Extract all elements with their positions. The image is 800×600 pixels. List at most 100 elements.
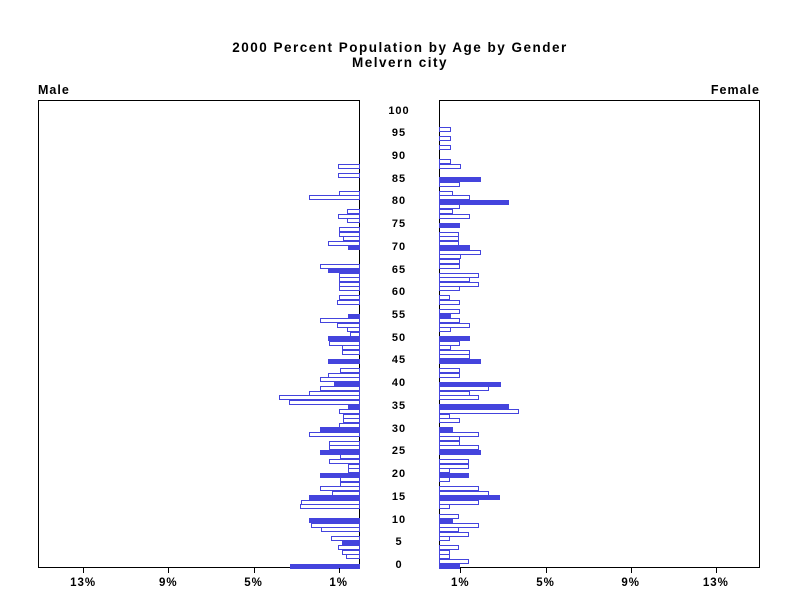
bar-male-age-70 bbox=[348, 245, 360, 251]
x-tick-female-5 bbox=[545, 568, 547, 573]
x-tick-label-male-13: 13% bbox=[70, 577, 97, 589]
bar-male-age-66 bbox=[319, 263, 360, 269]
bar-male-age-19 bbox=[339, 477, 360, 483]
age-tick-label-30: 30 bbox=[391, 422, 407, 435]
age-tick-label-65: 65 bbox=[391, 263, 407, 276]
x-tick-female-13 bbox=[715, 568, 717, 573]
bar-female-age-19 bbox=[439, 477, 450, 483]
bar-female-age-56 bbox=[439, 308, 461, 314]
bar-female-age-25 bbox=[439, 449, 481, 455]
bar-male-age-82 bbox=[338, 190, 360, 196]
bar-male-age-29 bbox=[308, 431, 360, 437]
bar-male-age-51 bbox=[350, 331, 360, 337]
bar-female-age-73 bbox=[439, 231, 460, 237]
bar-male-age-62 bbox=[338, 281, 360, 287]
bar-female-age-50 bbox=[439, 336, 470, 342]
x-tick-male-13 bbox=[83, 568, 85, 573]
x-tick-label-male-1: 1% bbox=[329, 577, 348, 589]
male-panel-label: Male bbox=[38, 83, 70, 97]
bar-male-age-54 bbox=[319, 318, 360, 324]
bar-male-age-17 bbox=[319, 486, 360, 492]
bar-male-age-65 bbox=[328, 268, 360, 274]
age-tick-label-45: 45 bbox=[391, 354, 407, 367]
bar-male-age-78 bbox=[347, 208, 360, 214]
bar-female-age-89 bbox=[439, 158, 451, 164]
bar-male-age-16 bbox=[332, 490, 360, 496]
bar-female-age-26 bbox=[439, 445, 480, 451]
bar-female-age-79 bbox=[439, 204, 461, 210]
x-tick-female-1 bbox=[460, 568, 462, 573]
bar-female-age-23 bbox=[439, 458, 469, 464]
bar-male-age-43 bbox=[339, 368, 360, 374]
bar-female-age-80 bbox=[439, 199, 510, 205]
bar-female-age-85 bbox=[439, 177, 481, 183]
bar-female-age-9 bbox=[439, 522, 480, 528]
bar-male-age-34 bbox=[338, 408, 360, 414]
bar-female-age-40 bbox=[439, 381, 501, 387]
bar-male-age-32 bbox=[342, 418, 360, 424]
bar-female-age-46 bbox=[439, 354, 470, 360]
bar-male-age-49 bbox=[329, 340, 360, 346]
x-tick-label-male-9: 9% bbox=[158, 577, 178, 589]
bar-female-age-34 bbox=[439, 408, 519, 414]
bar-male-age-39 bbox=[319, 386, 360, 392]
bar-male-age-63 bbox=[338, 277, 360, 283]
bar-female-age-35 bbox=[439, 404, 510, 410]
bar-male-age-47 bbox=[341, 349, 360, 355]
bar-female-age-52 bbox=[439, 327, 451, 333]
x-tick-male-5 bbox=[253, 568, 255, 573]
bar-male-age-45 bbox=[328, 358, 360, 364]
x-tick-label-female-13: 13% bbox=[702, 577, 729, 589]
bar-male-age-55 bbox=[348, 313, 360, 319]
age-tick-label-10: 10 bbox=[391, 513, 407, 526]
age-tick-label-60: 60 bbox=[391, 286, 407, 299]
female-panel-label: Female bbox=[710, 83, 760, 97]
bar-female-age-78 bbox=[439, 208, 453, 214]
bar-female-age-2 bbox=[439, 554, 450, 560]
bar-female-age-42 bbox=[439, 372, 461, 378]
age-tick-label-90: 90 bbox=[391, 149, 407, 162]
bar-male-age-23 bbox=[329, 458, 360, 464]
bar-female-age-38 bbox=[439, 390, 470, 396]
x-tick-label-female-1: 1% bbox=[450, 577, 470, 589]
bar-male-age-88 bbox=[337, 163, 360, 169]
bar-male-age-41 bbox=[319, 377, 360, 383]
bar-male-age-33 bbox=[342, 413, 360, 419]
bar-male-age-0 bbox=[289, 563, 360, 569]
bar-male-age-31 bbox=[338, 422, 360, 428]
age-tick-label-35: 35 bbox=[391, 399, 407, 412]
age-tick-label-95: 95 bbox=[391, 127, 407, 140]
bar-female-age-4 bbox=[439, 545, 460, 551]
bar-female-age-58 bbox=[439, 299, 461, 305]
bar-female-age-0 bbox=[439, 563, 461, 569]
bar-female-age-63 bbox=[439, 277, 470, 283]
bar-male-age-22 bbox=[348, 463, 360, 469]
bar-female-age-29 bbox=[439, 431, 480, 437]
bar-male-age-13 bbox=[300, 504, 360, 510]
bar-female-age-88 bbox=[439, 163, 462, 169]
bar-male-age-36 bbox=[288, 399, 360, 405]
bar-female-age-15 bbox=[439, 495, 500, 501]
chart-title: 2000 Percent Population by Age by Gender bbox=[232, 40, 568, 55]
bar-female-age-45 bbox=[439, 358, 481, 364]
x-tick-label-female-9: 9% bbox=[621, 577, 640, 589]
bar-male-age-64 bbox=[338, 272, 360, 278]
bar-male-age-15 bbox=[308, 495, 360, 501]
bar-female-age-75 bbox=[439, 222, 461, 228]
bar-female-age-96 bbox=[439, 127, 451, 133]
bar-male-age-42 bbox=[328, 372, 360, 378]
bar-female-age-77 bbox=[439, 213, 470, 219]
bar-male-age-52 bbox=[347, 327, 360, 333]
bar-female-age-61 bbox=[439, 286, 461, 292]
bar-female-age-43 bbox=[439, 368, 461, 374]
bar-female-age-13 bbox=[439, 504, 450, 510]
x-tick-label-female-5: 5% bbox=[536, 577, 555, 589]
bar-female-age-68 bbox=[439, 254, 462, 260]
bar-male-age-58 bbox=[336, 299, 360, 305]
bar-male-age-24 bbox=[339, 454, 360, 460]
bar-female-age-92 bbox=[439, 145, 451, 151]
bar-female-age-47 bbox=[439, 349, 470, 355]
bar-female-age-32 bbox=[439, 418, 461, 424]
x-tick-male-9 bbox=[168, 568, 170, 573]
